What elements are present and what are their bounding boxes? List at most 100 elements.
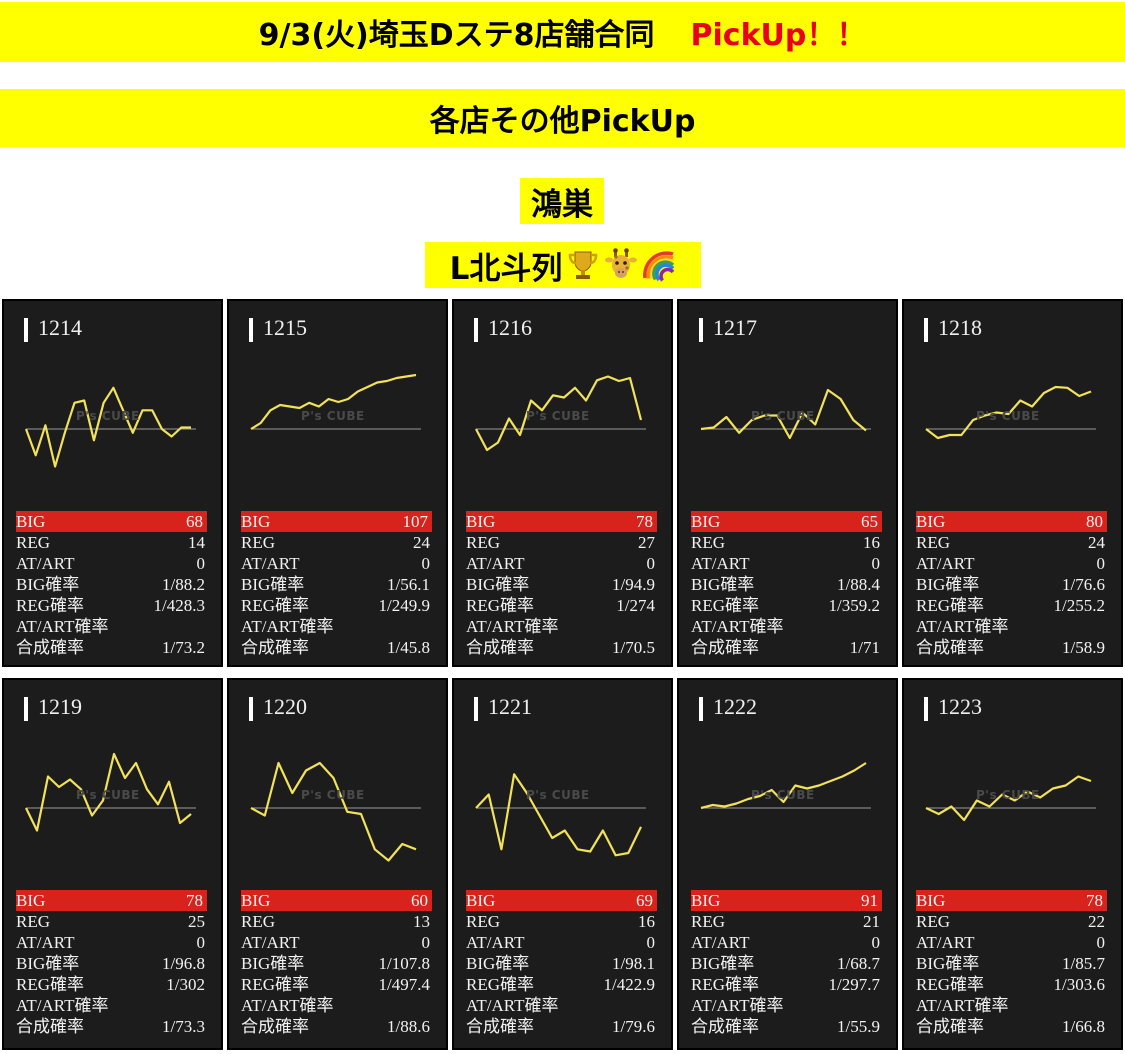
trend-line: [700, 762, 867, 810]
stat-label: REG: [916, 912, 950, 931]
stat-row-at: AT/ART 0: [16, 932, 207, 953]
stat-row-big-rate: BIG確率 1/68.7: [691, 953, 882, 974]
trend-graph: [475, 375, 646, 452]
stat-row-big: BIG 78: [916, 890, 1107, 911]
stat-row-combined: 合成確率 1/88.6: [241, 1016, 432, 1037]
stat-row-at-rate: AT/ART確率: [916, 616, 1107, 637]
stat-row-reg-rate: REG確率 1/274: [466, 595, 657, 616]
trend-graph: [250, 761, 421, 862]
stat-label: BIG確率: [241, 575, 305, 594]
stat-row-at: AT/ART 0: [916, 553, 1107, 574]
stat-label: 合成確率: [241, 638, 309, 657]
stat-row-big-rate: BIG確率 1/56.1: [241, 574, 432, 595]
stat-row-reg-rate: REG確率 1/303.6: [916, 974, 1107, 995]
watermark: P's CUBE: [526, 788, 590, 802]
machine-panel[interactable]: 1221 P's CUBE BIG 69 REG 16 AT/ART 0 BIG確率 1/98.1…: [452, 678, 673, 1050]
stat-value: 1/297.7: [828, 975, 880, 994]
row-label-box: L北斗列: [425, 242, 701, 288]
stat-label: BIG: [466, 891, 496, 910]
machine-number: 1222: [699, 694, 757, 721]
stat-label: REG確率: [241, 596, 309, 615]
trend-line: [925, 385, 1092, 440]
stats-table: BIG 78 REG 27 AT/ART 0 BIG確率 1/94.9 REG確率 1/274 AT…: [466, 511, 657, 658]
stat-label: REG確率: [16, 975, 84, 994]
stat-label: BIG確率: [691, 575, 755, 594]
stat-value: 1/255.2: [1053, 596, 1105, 615]
stat-row-combined: 合成確率 1/73.2: [16, 637, 207, 658]
trend-line: [925, 775, 1092, 822]
stat-value: 1/94.9: [612, 575, 655, 594]
stat-value: 0: [646, 933, 656, 952]
stat-row-reg-rate: REG確率 1/497.4: [241, 974, 432, 995]
stat-label: BIG確率: [466, 954, 530, 973]
stat-label: AT/ART確率: [916, 996, 1009, 1015]
machine-number: 1220: [249, 694, 307, 721]
machine-panel[interactable]: 1217 P's CUBE BIG 65 REG 16 AT/ART 0 BIG確率 1/88.4…: [677, 299, 898, 667]
stat-value: 69: [636, 891, 653, 910]
stat-label: 合成確率: [16, 638, 84, 657]
machine-panel[interactable]: 1219 P's CUBE BIG 78 REG 25 AT/ART 0 BIG確率 1/96.8…: [2, 678, 223, 1050]
stats-table: BIG 107 REG 24 AT/ART 0 BIG確率 1/56.1 REG確率 1/249.…: [241, 511, 432, 658]
stat-label: BIG: [916, 891, 946, 910]
stat-label: BIG: [241, 512, 271, 531]
stat-row-big-rate: BIG確率 1/98.1: [466, 953, 657, 974]
stat-row-big-rate: BIG確率 1/76.6: [916, 574, 1107, 595]
stat-row-big-rate: BIG確率 1/94.9: [466, 574, 657, 595]
machine-panel[interactable]: 1222 P's CUBE BIG 91 REG 21 AT/ART 0 BIG確率 1/68.7…: [677, 678, 898, 1050]
stat-value: 0: [646, 554, 656, 573]
stat-label: AT/ART: [16, 933, 75, 952]
machine-panel[interactable]: 1223 P's CUBE BIG 78 REG 22 AT/ART 0 BIG確率 1/85.7…: [902, 678, 1123, 1050]
stat-row-reg-rate: REG確率 1/428.3: [16, 595, 207, 616]
stat-value: 1/73.2: [162, 638, 205, 657]
stat-value: 21: [863, 912, 880, 931]
stat-label: AT/ART確率: [466, 617, 559, 636]
machine-number: 1223: [924, 694, 982, 721]
stat-value: 0: [871, 933, 881, 952]
stat-label: AT/ART: [916, 554, 975, 573]
trend-graph: [925, 385, 1096, 440]
stat-row-combined: 合成確率 1/66.8: [916, 1016, 1107, 1037]
giraffe-icon: [604, 248, 638, 282]
stat-row-big: BIG 107: [241, 511, 432, 532]
stat-row-big-rate: BIG確率 1/107.8: [241, 953, 432, 974]
stat-value: 24: [413, 533, 430, 552]
trophy-icon: [566, 248, 600, 282]
stat-row-combined: 合成確率 1/73.3: [16, 1016, 207, 1037]
stat-row-at-rate: AT/ART確率: [16, 616, 207, 637]
stat-value: 1/98.1: [612, 954, 655, 973]
stat-row-at: AT/ART 0: [466, 553, 657, 574]
stat-row-reg-rate: REG確率 1/255.2: [916, 595, 1107, 616]
stat-label: BIG確率: [16, 954, 80, 973]
stat-label: BIG確率: [916, 575, 980, 594]
watermark: P's CUBE: [751, 409, 815, 423]
stats-table: BIG 65 REG 16 AT/ART 0 BIG確率 1/88.4 REG確率 1/359.2…: [691, 511, 882, 658]
stat-value: 0: [196, 933, 206, 952]
stat-label: REG: [16, 912, 50, 931]
stat-row-reg: REG 14: [16, 532, 207, 553]
stat-label: REG確率: [916, 596, 984, 615]
stat-row-reg-rate: REG確率 1/249.9: [241, 595, 432, 616]
stat-row-reg: REG 16: [691, 532, 882, 553]
stat-value: 1/88.6: [387, 1017, 430, 1036]
machine-panel[interactable]: 1220 P's CUBE BIG 60 REG 13 AT/ART 0 BIG確率 1/107.…: [227, 678, 448, 1050]
machine-panel[interactable]: 1216 P's CUBE BIG 78 REG 27 AT/ART 0 BIG確率 1/94.9…: [452, 299, 673, 667]
stat-label: BIG確率: [691, 954, 755, 973]
stat-label: 合成確率: [16, 1017, 84, 1036]
machine-panel[interactable]: 1215 P's CUBE BIG 107 REG 24 AT/ART 0 BIG確率 1/56.…: [227, 299, 448, 667]
machine-number: 1216: [474, 315, 532, 342]
stat-label: AT/ART: [916, 933, 975, 952]
stat-row-big: BIG 60: [241, 890, 432, 911]
stat-row-at: AT/ART 0: [691, 932, 882, 953]
stat-row-at-rate: AT/ART確率: [466, 616, 657, 637]
stat-value: 1/56.1: [387, 575, 430, 594]
stat-row-combined: 合成確率 1/45.8: [241, 637, 432, 658]
machine-panel[interactable]: 1214 P's CUBE BIG 68 REG 14 AT/ART 0 BIG確率 1/88.2…: [2, 299, 223, 667]
stat-value: 14: [188, 533, 205, 552]
stat-value: 107: [402, 512, 429, 531]
trend-line: [250, 373, 417, 430]
machine-panel[interactable]: 1218 P's CUBE BIG 80 REG 24 AT/ART 0 BIG確率 1/76.6…: [902, 299, 1123, 667]
stat-label: BIG確率: [466, 575, 530, 594]
stat-label: AT/ART確率: [466, 996, 559, 1015]
machine-number: 1221: [474, 694, 532, 721]
trend-line: [475, 375, 643, 452]
